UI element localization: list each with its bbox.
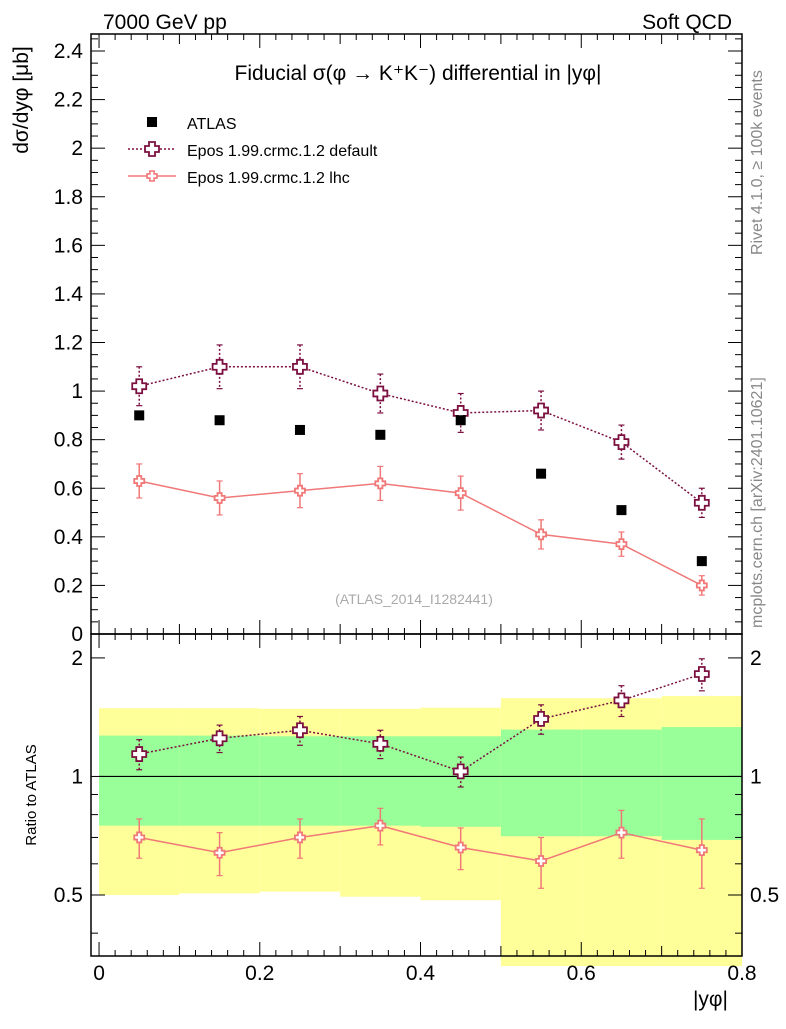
epos-default-marker [372, 385, 389, 402]
mcplots-label: mcplots.cern.ch [arXiv:2401.10621] [749, 377, 766, 628]
atlas-data-point [375, 429, 386, 440]
ratio-epos-lhc-marker [294, 831, 306, 844]
legend: ATLAS Epos 1.99.crmc.1.2 default Epos 1.99… [128, 116, 378, 187]
ratio-epos-default-marker [372, 735, 389, 752]
ratio-y-axis-label: Ratio to ATLAS [23, 744, 40, 845]
y-tick-label: 0.2 [54, 574, 83, 597]
epos-default-marker [292, 358, 308, 375]
band-inner-bin [179, 735, 260, 826]
y-tick-label: 0.4 [54, 526, 84, 549]
epos-lhc-marker [695, 579, 708, 592]
epos-lhc-marker [535, 528, 547, 541]
axis-ticks: 0 0.2 0.4 0.6 0.8 0 0.2 0.4 0.6 0.8 1 1.2 1.4 1.6 1.8 2… [54, 34, 779, 985]
y-tick-label: 1.8 [54, 186, 83, 209]
x-tick-label: 0.8 [727, 962, 756, 985]
ratio-epos-lhc-marker [374, 819, 387, 832]
ratio-epos-default-line [139, 673, 703, 773]
atlas-data-point [696, 556, 707, 567]
ratio-epos-lhc-marker [133, 831, 146, 844]
y-tick-label: 1 [71, 380, 83, 403]
ratio-y-tick-label-right: 2 [750, 647, 762, 670]
band-inner-bin [259, 736, 341, 826]
x-tick-label: 0.2 [245, 962, 274, 985]
epos-default-marker [533, 402, 549, 419]
ratio-epos-default-marker [292, 722, 308, 739]
ratio-y-tick-label-left: 1 [71, 765, 83, 788]
ratio-plot-frame [90, 633, 743, 957]
epos-lhc-marker [615, 538, 628, 551]
epos-lhc-line [139, 480, 703, 587]
x-tick-label: 0 [93, 962, 105, 985]
x-tick-label: 0.6 [567, 962, 596, 985]
y-tick-label: 2.4 [54, 40, 84, 63]
ratio-epos-default-marker [693, 666, 710, 682]
ratio-y-tick-label-right: 1 [750, 765, 762, 788]
epos-default-marker [693, 494, 710, 511]
rivet-label: Rivet 4.1.0, ≥ 100k events [749, 70, 766, 255]
legend-default-marker [144, 141, 160, 157]
band-inner-bin [500, 729, 582, 837]
epos-default-marker [131, 378, 148, 395]
atlas-data-point [536, 468, 547, 479]
epos-default-marker [211, 358, 228, 375]
x-axis-label: |yφ| [693, 988, 728, 1011]
y-tick-label: 0 [71, 623, 83, 646]
ratio-epos-default-marker [613, 692, 630, 709]
ratio-epos-lhc-marker [213, 846, 226, 859]
analysis-watermark: (ATLAS_2014_I1282441) [335, 591, 493, 607]
epos-lhc-marker [374, 477, 387, 490]
y-tick-label: 1.2 [54, 332, 83, 355]
header-left: 7000 GeV pp [103, 11, 227, 34]
data-series [131, 344, 710, 889]
y-tick-label: 0.8 [54, 429, 83, 452]
y-axis-label: dσ/dyφ [μb] [10, 46, 33, 154]
ratio-epos-default-marker [131, 746, 148, 762]
ratio-epos-lhc-marker [535, 855, 547, 867]
ratio-epos-lhc-marker [615, 826, 628, 839]
atlas-data-point [616, 505, 627, 516]
atlas-data-point [455, 415, 466, 426]
ratio-epos-default-marker [533, 711, 549, 727]
atlas-data-point [134, 410, 145, 421]
ratio-epos-default-marker [452, 763, 469, 780]
ratio-uncertainty-bands [99, 696, 742, 967]
y-tick-label: 2.2 [54, 89, 83, 112]
legend-atlas-marker [147, 117, 157, 127]
ratio-y-tick-label-right: 0.5 [750, 884, 779, 907]
epos-default-line [139, 366, 703, 504]
ratio-epos-lhc-marker [695, 844, 708, 857]
legend-label: ATLAS [187, 116, 237, 133]
ratio-epos-default-marker [211, 730, 228, 747]
chart-title: Fiducial σ(φ → K⁺K⁻) differential in |yφ… [235, 62, 602, 85]
y-tick-label: 1.4 [54, 283, 84, 306]
y-tick-label: 1.6 [54, 234, 83, 257]
ratio-epos-lhc-marker [454, 841, 467, 854]
epos-lhc-marker [454, 487, 467, 500]
plot-frames [90, 33, 743, 957]
x-tick-label: 0.4 [406, 962, 436, 985]
atlas-data-point [294, 424, 305, 435]
legend-lhc-marker [146, 170, 158, 182]
ratio-epos-lhc-line [139, 824, 702, 862]
header-right: Soft QCD [642, 11, 732, 34]
epos-lhc-marker [133, 475, 146, 487]
y-tick-label: 0.6 [54, 477, 83, 500]
y-tick-label: 2 [71, 137, 83, 160]
legend-label: Epos 1.99.crmc.1.2 default [187, 143, 378, 160]
epos-default-marker [613, 434, 630, 450]
epos-lhc-marker [213, 492, 226, 504]
epos-lhc-marker [294, 484, 306, 497]
ratio-y-tick-label-left: 2 [71, 647, 83, 670]
ratio-y-tick-label-left: 0.5 [54, 884, 83, 907]
legend-label: Epos 1.99.crmc.1.2 lhc [187, 170, 350, 187]
atlas-data-point [214, 415, 225, 426]
